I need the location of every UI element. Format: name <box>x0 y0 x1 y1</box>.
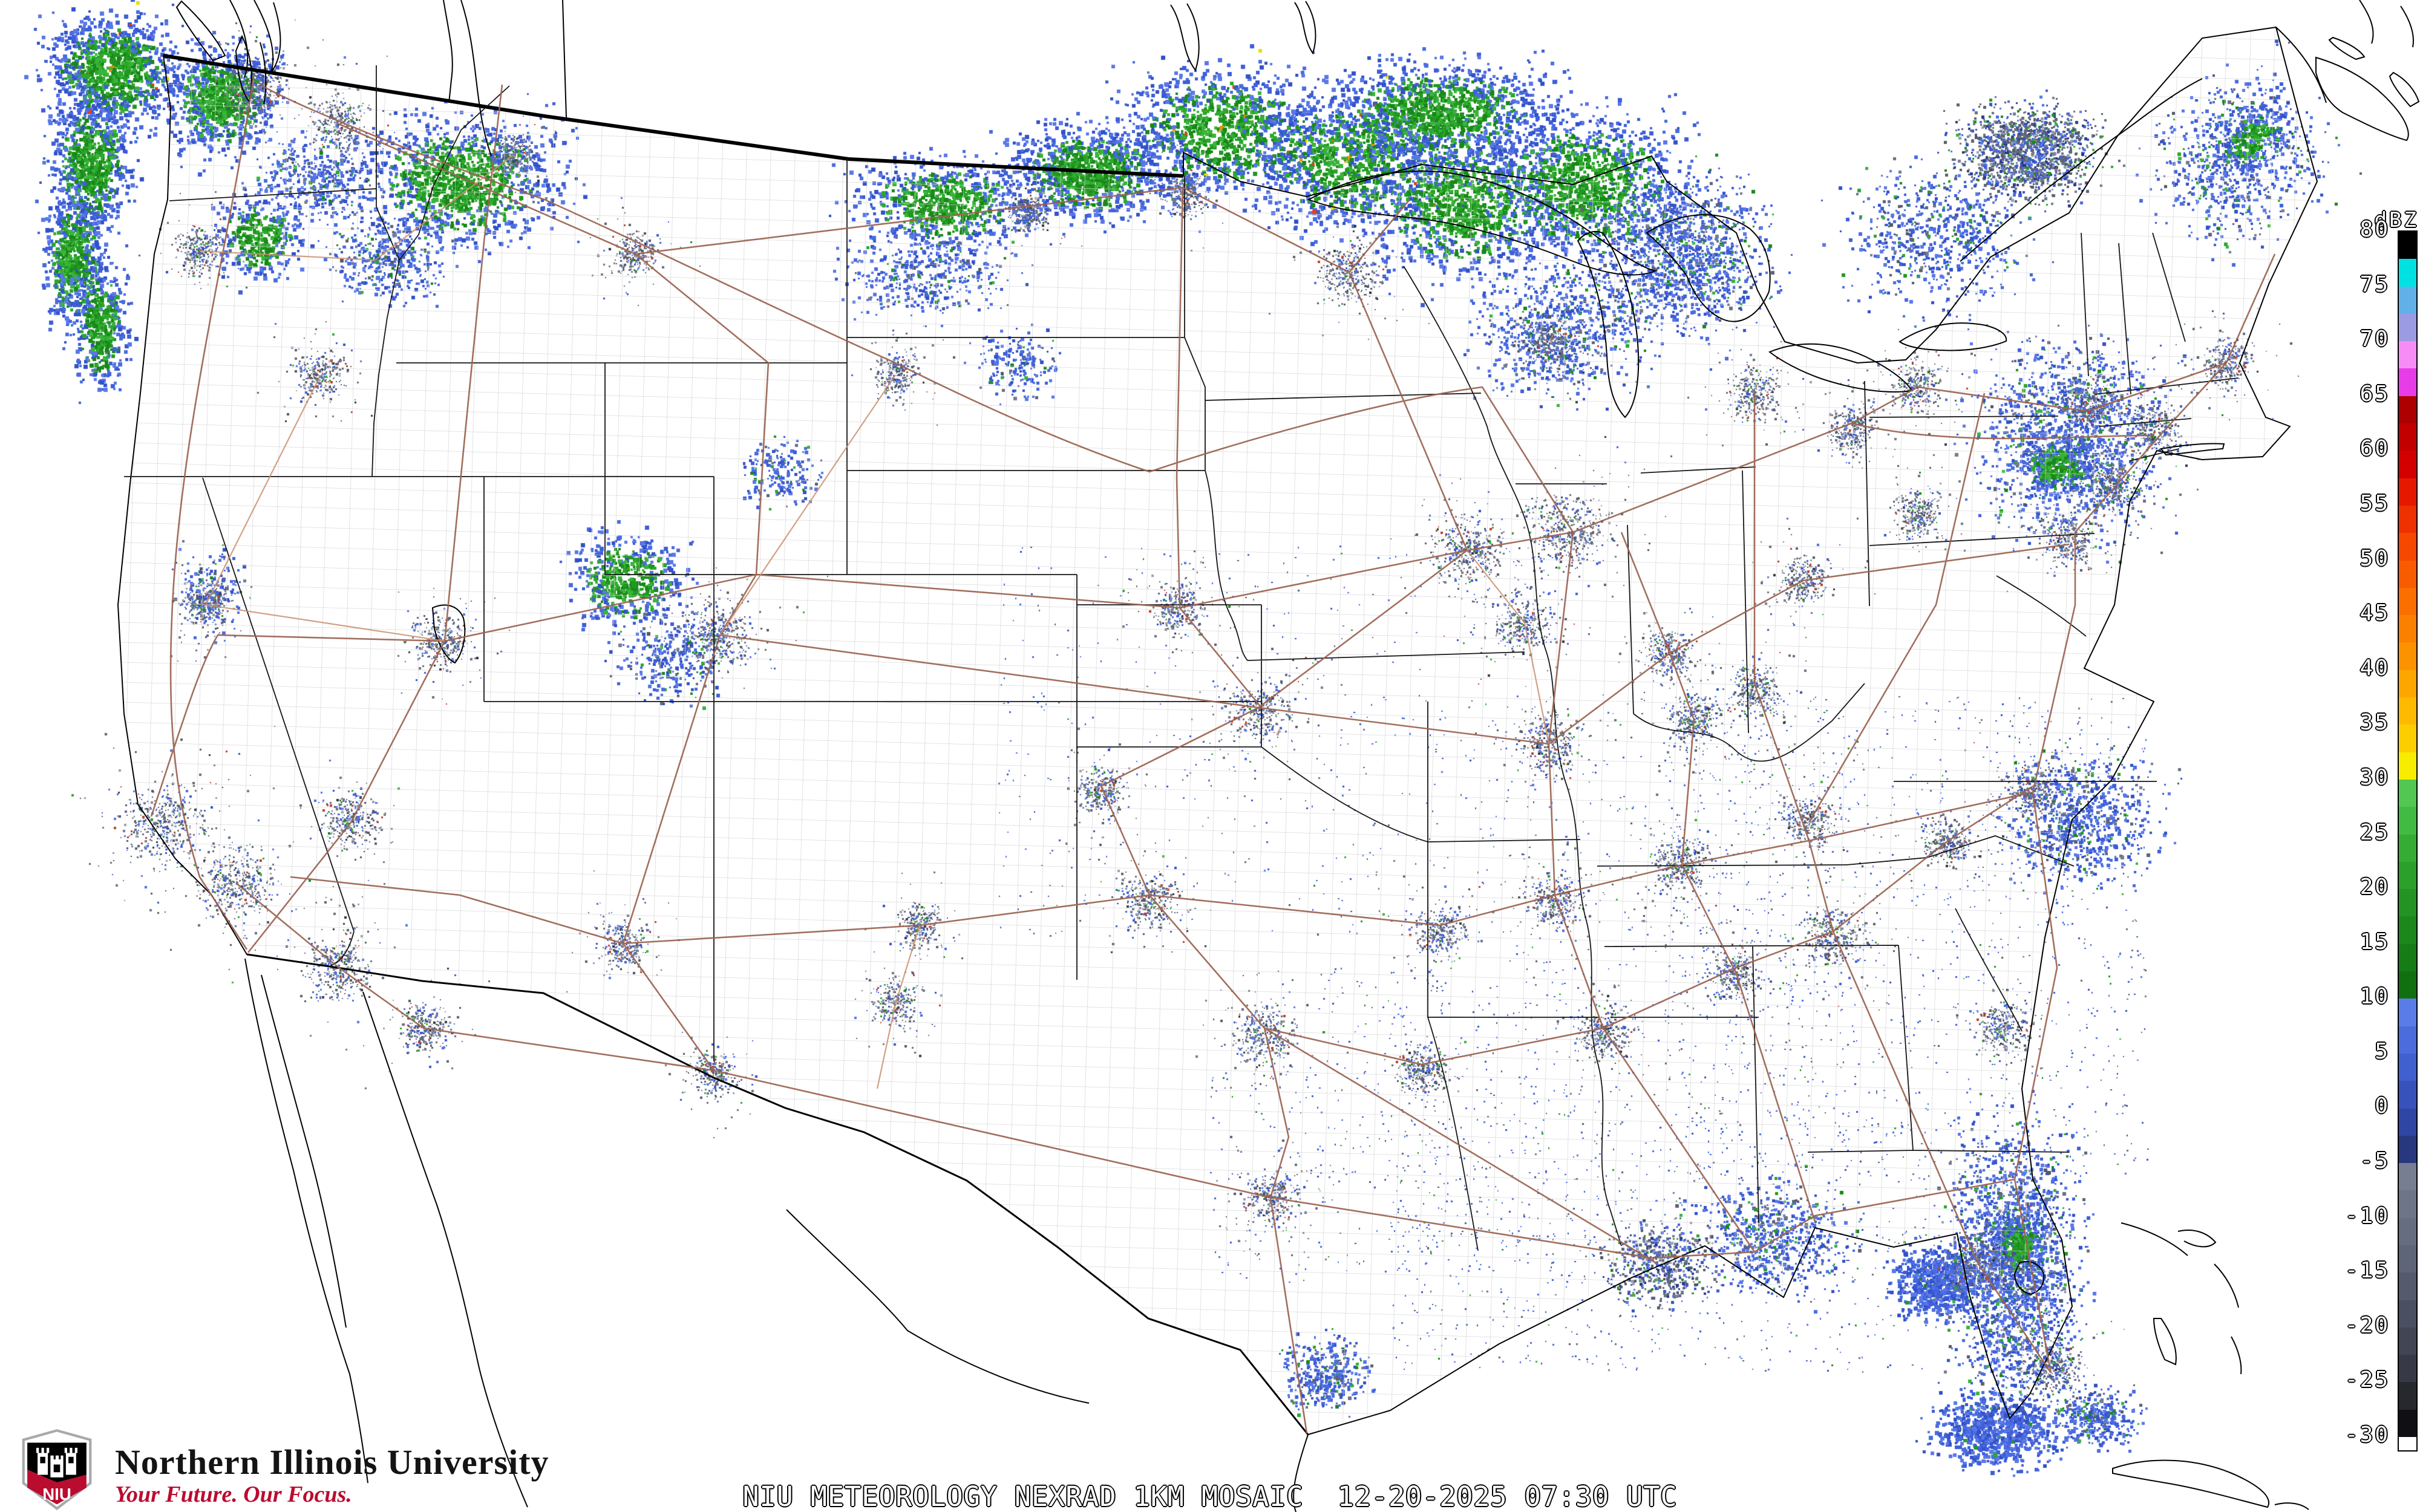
colorbar-band <box>2399 341 2416 369</box>
colorbar-tick: 80 <box>2360 217 2390 242</box>
colorbar-tick: 55 <box>2360 490 2390 516</box>
colorbar-band <box>2399 451 2416 478</box>
colorbar-band <box>2399 697 2416 725</box>
colorbar-band <box>2399 505 2416 533</box>
niu-logo: NIU Northern Illinois University Your Fu… <box>16 1429 549 1511</box>
dbz-colorbar <box>2398 230 2418 1452</box>
colorbar-band <box>2399 615 2416 643</box>
product-caption: NIU METEOROLOGY NEXRAD 1KM MOSAIC 12-20-… <box>742 1481 1678 1512</box>
colorbar-tick: 70 <box>2360 327 2390 352</box>
colorbar-band <box>2399 478 2416 506</box>
colorbar-band <box>2399 1081 2416 1109</box>
colorbar-band <box>2399 1026 2416 1054</box>
state-borders <box>124 65 2239 1251</box>
colorbar-band <box>2399 889 2416 917</box>
mexico-caribbean-detail <box>244 958 2309 1512</box>
colorbar-band <box>2399 1382 2416 1410</box>
colorbar-band <box>2399 725 2416 752</box>
colorbar-tick: -30 <box>2344 1422 2390 1447</box>
colorbar-band <box>2399 916 2416 944</box>
colorbar-band <box>2399 533 2416 561</box>
colorbar-band <box>2399 286 2416 314</box>
colorbar-band <box>2399 1217 2416 1245</box>
colorbar-tick: 30 <box>2360 764 2390 790</box>
colorbar-tick: 45 <box>2360 601 2390 626</box>
colorbar-band <box>2399 1053 2416 1081</box>
colorbar-band <box>2399 861 2416 890</box>
niu-monogram: NIU <box>42 1485 71 1504</box>
colorbar-tick: 75 <box>2360 272 2390 297</box>
colorbar-tick: 65 <box>2360 381 2390 406</box>
colorbar-band <box>2399 1245 2416 1273</box>
colorbar-band <box>2399 999 2416 1026</box>
colorbar-band <box>2399 1163 2416 1191</box>
colorbar-band <box>2399 1355 2416 1383</box>
colorbar-band-below-scale <box>2399 1437 2416 1451</box>
colorbar-tick: 10 <box>2360 984 2390 1009</box>
colorbar-tick: 0 <box>2375 1093 2390 1119</box>
colorbar-band <box>2399 1135 2416 1164</box>
colorbar-band <box>2399 1327 2416 1355</box>
colorbar-tick: 60 <box>2360 436 2390 461</box>
colorbar-band <box>2399 1300 2416 1328</box>
colorbar-band <box>2399 423 2416 451</box>
canada-border <box>163 54 1184 178</box>
colorbar-tick: -20 <box>2344 1312 2390 1338</box>
colorbar-band <box>2399 368 2416 396</box>
colorbar-band <box>2399 1190 2416 1218</box>
institution-name: Northern Illinois University <box>115 1442 549 1482</box>
colorbar-band <box>2399 642 2416 670</box>
mexico-border <box>246 953 1309 1435</box>
colorbar-tick: -15 <box>2344 1258 2390 1283</box>
colorbar-tick: -10 <box>2344 1203 2390 1228</box>
colorbar-tick: -25 <box>2344 1367 2390 1393</box>
colorbar-band <box>2399 971 2416 999</box>
institution-tagline: Your Future. Our Focus. <box>115 1482 352 1507</box>
colorbar-band <box>2399 807 2416 835</box>
colorbar-band <box>2399 670 2416 698</box>
colorbar-band <box>2399 259 2416 287</box>
highways-secondary <box>199 154 1550 1089</box>
colorbar-tick: -5 <box>2360 1149 2390 1174</box>
colorbar-tick: 40 <box>2360 655 2390 680</box>
colorbar-band <box>2399 313 2416 342</box>
colorbar-band <box>2399 943 2416 972</box>
colorbar-tick: 20 <box>2360 875 2390 900</box>
colorbar-band <box>2399 779 2416 807</box>
colorbar-tick: 15 <box>2360 929 2390 954</box>
colorbar-tick: 5 <box>2375 1038 2390 1064</box>
colorbar-band <box>2399 1272 2416 1300</box>
colorbar-band <box>2399 1108 2416 1136</box>
niu-shield-icon: NIU <box>22 1429 92 1510</box>
colorbar-band <box>2399 396 2416 424</box>
colorbar-band <box>2399 834 2416 862</box>
highways <box>150 72 2276 1434</box>
colorbar-band <box>2399 560 2416 588</box>
colorbar-tick: 50 <box>2360 546 2390 571</box>
colorbar-band <box>2399 1409 2416 1438</box>
colorbar-unit-label: dBZ <box>2374 208 2419 232</box>
colorbar-band <box>2399 232 2416 259</box>
colorbar-tick: 35 <box>2360 710 2390 735</box>
colorbar-tick: 25 <box>2360 820 2390 845</box>
colorbar-band <box>2399 752 2416 780</box>
colorbar-band <box>2399 587 2416 616</box>
